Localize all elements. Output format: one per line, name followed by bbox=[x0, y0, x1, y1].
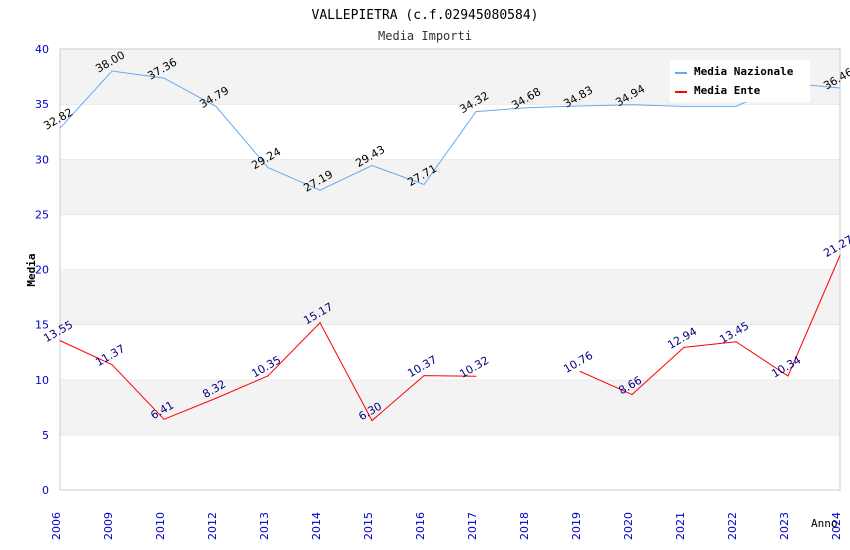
grid-band bbox=[60, 324, 840, 380]
plot-border bbox=[59, 48, 841, 491]
x-tick-label: 2010 bbox=[154, 512, 167, 540]
data-point bbox=[683, 105, 685, 107]
data-point bbox=[371, 165, 373, 167]
data-point bbox=[111, 70, 113, 72]
x-tick-label: 2017 bbox=[466, 512, 479, 540]
chart-title: VALLEPIETRA (c.f.02945080584) bbox=[312, 8, 539, 23]
y-tick-label: 0 bbox=[42, 484, 49, 497]
data-point bbox=[423, 183, 425, 185]
data-point bbox=[371, 420, 373, 422]
grid-band bbox=[60, 379, 840, 435]
grid-band bbox=[60, 159, 840, 215]
x-tick-label: 2012 bbox=[206, 512, 219, 540]
data-point bbox=[527, 107, 529, 109]
y-tick-label: 20 bbox=[35, 264, 49, 277]
data-point bbox=[475, 375, 477, 377]
data-point bbox=[475, 111, 477, 113]
data-point bbox=[267, 375, 269, 377]
x-tick-label: 2020 bbox=[622, 512, 635, 540]
legend-label-nazionale: Media Nazionale bbox=[694, 65, 794, 78]
data-point bbox=[839, 254, 841, 256]
data-point bbox=[735, 341, 737, 343]
data-point bbox=[319, 189, 321, 191]
x-axis-label: Anno bbox=[811, 517, 838, 530]
x-tick-label: 2013 bbox=[258, 512, 271, 540]
grid-band bbox=[60, 104, 840, 160]
y-tick-label: 5 bbox=[42, 429, 49, 442]
data-point bbox=[839, 87, 841, 89]
legend-label-ente: Media Ente bbox=[694, 84, 761, 97]
data-point bbox=[215, 397, 217, 399]
x-tick-label: 2018 bbox=[518, 512, 531, 540]
data-point bbox=[423, 375, 425, 377]
data-point bbox=[59, 127, 61, 129]
y-tick-label: 15 bbox=[35, 319, 49, 332]
x-tick-label: 2022 bbox=[726, 512, 739, 540]
x-tick-label: 2019 bbox=[570, 512, 583, 540]
data-point bbox=[111, 364, 113, 366]
data-point bbox=[59, 340, 61, 342]
x-tick-label: 2009 bbox=[102, 512, 115, 540]
x-tick-label: 2014 bbox=[310, 512, 323, 540]
data-point bbox=[631, 394, 633, 396]
data-point bbox=[579, 105, 581, 107]
y-tick-label: 35 bbox=[35, 98, 49, 111]
y-tick-label: 40 bbox=[35, 43, 49, 56]
x-tick-label: 2015 bbox=[362, 512, 375, 540]
data-point bbox=[787, 375, 789, 377]
chart-subtitle: Media Importi bbox=[378, 29, 472, 43]
x-tick-label: 2016 bbox=[414, 512, 427, 540]
x-tick-label: 2021 bbox=[674, 512, 687, 540]
grid-band bbox=[60, 269, 840, 325]
grid-band bbox=[60, 434, 840, 490]
grid-band bbox=[60, 214, 840, 270]
y-tick-label: 25 bbox=[35, 208, 49, 221]
legend: Media Nazionale Media Ente bbox=[670, 60, 810, 102]
data-point bbox=[163, 418, 165, 420]
data-point bbox=[631, 104, 633, 106]
x-tick-label: 2006 bbox=[50, 512, 63, 540]
y-axis-label: Media bbox=[25, 253, 38, 286]
data-point bbox=[735, 105, 737, 107]
y-tick-label: 10 bbox=[35, 374, 49, 387]
x-tick-label: 2023 bbox=[778, 512, 791, 540]
series-line-0 bbox=[59, 70, 841, 191]
data-point bbox=[319, 322, 321, 324]
data-point bbox=[267, 167, 269, 169]
data-point bbox=[579, 370, 581, 372]
data-point bbox=[215, 105, 217, 107]
x-tick-label: 2024 bbox=[830, 512, 843, 540]
data-point bbox=[163, 77, 165, 79]
series-line-1 bbox=[579, 255, 841, 396]
y-tick-label: 30 bbox=[35, 153, 49, 166]
data-point bbox=[683, 346, 685, 348]
